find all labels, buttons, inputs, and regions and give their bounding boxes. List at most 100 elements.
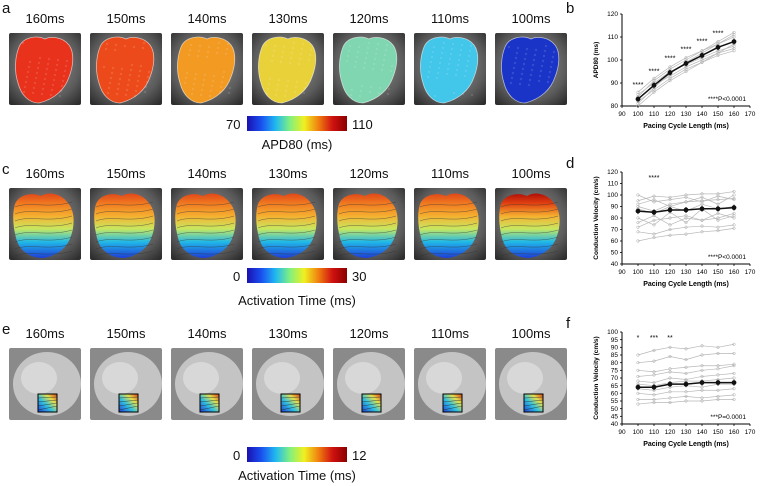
mean-point: [731, 39, 737, 44]
y-tick-label: 120: [607, 169, 618, 176]
y-tick-label: 100: [607, 57, 618, 64]
individual-point: [652, 198, 656, 202]
mean-point: [731, 380, 737, 385]
individual-point: [716, 225, 720, 229]
individual-point: [716, 367, 720, 371]
mean-point: [635, 96, 641, 102]
individual-point: [732, 362, 736, 366]
individual-point: [732, 198, 736, 202]
significance-stars: ****: [713, 30, 724, 37]
activation-colorbar-c-max: 30: [352, 269, 367, 284]
apd-cycle-label: 140ms: [187, 11, 227, 26]
activation-cycle-label: 110ms: [430, 166, 470, 181]
mean-point: [715, 380, 721, 385]
individual-series-line: [637, 363, 735, 373]
activation-colorbar-e-title: Activation Time (ms): [238, 468, 356, 483]
individual-point: [668, 400, 672, 405]
individual-point: [636, 361, 640, 365]
individual-point: [636, 368, 640, 372]
activation-map-image: [9, 188, 81, 260]
apd-colorbar-min: 70: [226, 117, 241, 132]
y-axis-label: Conduction Velocity (cm/s): [593, 176, 600, 259]
individual-series-line: [637, 208, 735, 226]
individual-point: [716, 394, 720, 398]
individual-point: [732, 30, 736, 34]
individual-point: [716, 388, 720, 392]
individual-point: [668, 354, 672, 359]
individual-point: [636, 379, 640, 383]
individual-series-line: [637, 194, 735, 203]
individual-series-line: [637, 224, 735, 235]
activation-cycle-label: 130ms: [268, 166, 308, 181]
apd-colorbar-title: APD80 (ms): [261, 137, 333, 152]
individual-point: [652, 232, 656, 236]
activation-colorbar-c-min: 0: [233, 269, 241, 284]
individual-point: [700, 195, 704, 199]
activation-cycle-label: 120ms: [349, 166, 389, 181]
mean-point: [635, 208, 641, 214]
individual-point: [700, 58, 704, 62]
individual-point: [668, 396, 672, 400]
individual-point: [668, 370, 672, 374]
individual-series-line: [637, 343, 735, 356]
y-tick-label: 60: [611, 391, 619, 398]
individual-point: [732, 371, 736, 375]
individual-point: [684, 347, 688, 351]
activation-cycle-label: 100ms: [511, 166, 551, 181]
mean-point: [683, 207, 689, 213]
significance-stars: ****: [633, 82, 644, 89]
x-tick-label: 150: [713, 269, 724, 276]
panel-label-b: b: [566, 0, 575, 17]
activation-map-image: [414, 188, 486, 260]
individual-point: [684, 371, 688, 375]
individual-point: [668, 65, 672, 69]
individual-point: [700, 60, 704, 64]
panel-label-c: c: [2, 161, 10, 178]
y-tick-label: 70: [611, 227, 619, 234]
x-tick-label: 170: [745, 111, 756, 118]
x-tick-label: 100: [633, 269, 644, 276]
x-tick-label: 120: [665, 429, 676, 436]
panel-label-a: a: [2, 0, 11, 17]
individual-point: [684, 56, 688, 60]
mean-point: [651, 384, 657, 390]
individual-series-line: [637, 399, 734, 405]
individual-point: [636, 199, 640, 203]
individual-point: [668, 223, 672, 227]
apd-cycle-label: 100ms: [511, 11, 551, 26]
individual-point: [732, 33, 736, 37]
individual-point: [700, 192, 704, 196]
individual-point: [732, 216, 736, 220]
mean-point: [651, 209, 657, 215]
individual-point: [668, 198, 672, 202]
individual-point: [652, 393, 656, 397]
y-tick-label: 95: [611, 337, 619, 344]
activation-colorbar-c: [247, 268, 347, 283]
apd-map-image: [171, 33, 243, 105]
roi-map-image: [90, 348, 162, 420]
individual-point: [652, 373, 656, 377]
significance-stars: *: [637, 335, 640, 342]
activation-colorbar-e: [247, 447, 347, 462]
individual-point: [636, 402, 640, 406]
individual-point: [684, 214, 688, 218]
significance-stars: ****: [649, 68, 660, 75]
apd-cycle-label: 120ms: [349, 11, 389, 26]
cv-vs-cycle-chart-d: 90 100 110 120 130 140 150 160 170 40 50 60 70 80 90 10…: [593, 169, 756, 288]
y-tick-label: 80: [611, 215, 619, 222]
significance-stars: ****: [665, 56, 676, 63]
apd-map-image: [9, 33, 81, 105]
individual-series-line: [638, 394, 735, 400]
x-axis-label: Pacing Cycle Length (ms): [643, 123, 729, 130]
y-tick-label: 120: [607, 11, 618, 18]
apd-colorbar-max: 110: [352, 117, 373, 132]
y-tick-label: 50: [611, 406, 619, 413]
individual-point: [668, 227, 672, 232]
x-tick-label: 120: [665, 111, 676, 118]
x-tick-label: 130: [681, 269, 692, 276]
p-value-label: ****P<0.0001: [708, 254, 747, 261]
individual-point: [700, 218, 704, 222]
y-tick-label: 90: [611, 345, 619, 352]
mean-point: [699, 206, 705, 212]
activation-cycle-label: 140ms: [187, 166, 227, 181]
